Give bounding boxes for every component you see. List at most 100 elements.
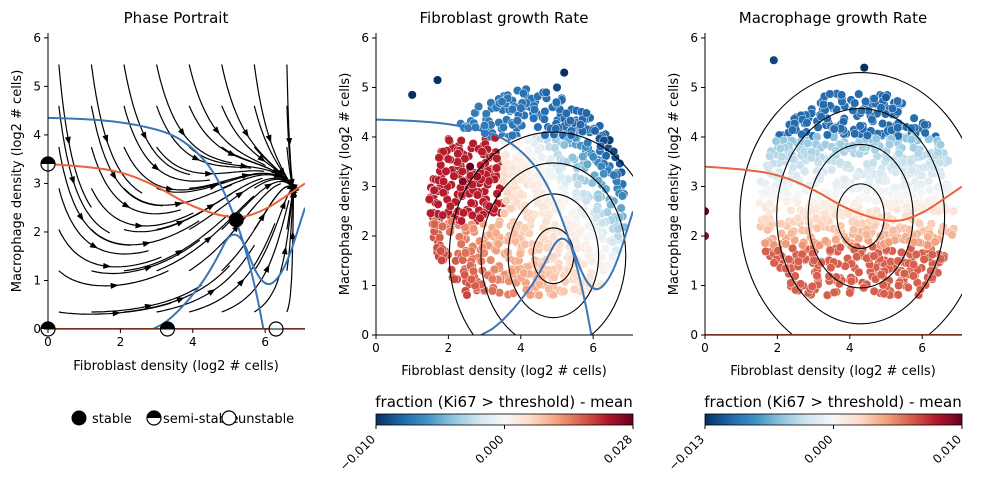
scatter-point [502,188,512,198]
semi-stable-half [160,322,175,329]
scatter-point [826,263,836,273]
scatter-point [520,239,530,249]
scatter-point [467,210,477,220]
scatter-point [912,198,922,208]
scatter-point [542,243,552,253]
scatter-point [477,147,487,157]
fibroblast-growth-ylabel: Macrophage density (log2 # cells) [338,73,353,296]
scatter-point [492,153,502,163]
scatter-point [933,147,943,157]
scatter-point [438,188,448,198]
streamline-arrow [279,200,286,210]
y-tick-label: 4 [361,130,369,144]
scatter-point [820,236,831,246]
scatter-point [569,284,580,294]
scatter-point [438,210,448,220]
scatter-point [543,196,553,206]
scatter-point [914,218,924,228]
colorbar-tick-label: −0.013 [666,432,707,473]
scatter-point [911,249,921,260]
x-tick-label: 4 [189,335,197,349]
streamline-arrow [144,265,153,272]
scatter-point [487,274,497,284]
scatter-point [498,122,508,132]
scatter-point [765,151,775,161]
scatter-point [879,289,889,299]
scatter-point [924,185,935,195]
macrophage-growth-ylabel: Macrophage density (log2 # cells) [667,73,682,296]
y-tick-label: 6 [33,31,41,45]
scatter-point [947,230,957,240]
scatter-point [850,98,860,108]
fibroblast-nullcline [480,210,633,335]
scatter-point [466,274,477,284]
scatter-point [894,148,904,158]
scatter-point [592,205,602,215]
scatter-point [534,290,544,300]
scatter-point [909,143,919,153]
streamline [253,188,295,313]
density-contour [776,107,946,325]
scatter-point [468,266,479,276]
streamline-arrow [235,191,244,199]
scatter-point [782,188,793,198]
scatter-point [541,87,551,97]
scatter-point [556,172,566,182]
scatter-point [476,160,486,170]
scatter-point [769,258,779,268]
legend-unstable-label: unstable [238,412,294,427]
scatter-point [822,130,832,140]
scatter-point [617,191,628,201]
streamline-arrow [191,154,201,161]
streamline-arrow [209,184,218,191]
scatter-point [861,96,871,107]
streamline [123,265,231,313]
x-tick-label: 2 [445,341,453,355]
scatter-point [908,271,918,281]
scatter-point [813,122,823,132]
x-tick-label: 0 [44,335,52,349]
streamline [90,188,194,227]
scatter-point [803,226,813,236]
y-tick-label: 3 [33,176,41,190]
streamline-arrow [135,222,144,229]
scatter-point [540,106,550,117]
y-tick-label: 3 [690,179,698,193]
scatter-point [831,179,841,189]
scatter-point [923,197,933,207]
scatter-point [881,199,891,209]
scatter-point [862,130,872,140]
scatter-point [613,224,623,234]
y-tick-label: 2 [33,225,41,239]
scatter-point [916,188,926,198]
scatter-point [531,171,541,181]
scatter-point [434,153,444,163]
streamline-arrow [103,262,112,269]
scatter-point [538,202,548,212]
y-tick-label: 2 [361,229,369,243]
streamline [58,146,131,246]
scatter-point [831,235,841,245]
scatter-point [603,260,614,270]
scatter-point [802,118,812,128]
streamlines [58,64,300,317]
streamline-arrow [64,136,71,145]
scatter-point [544,284,554,294]
streamline-arrow [286,137,293,147]
scatter-point [591,213,602,223]
scatter-point [523,145,534,155]
scatter-point [529,113,539,123]
scatter-point [776,219,786,229]
scatter-point [854,89,864,99]
scatter-point [444,135,454,145]
scatter-point [818,199,829,209]
scatter-point [845,288,855,298]
scatter-point [916,179,926,190]
unstable-marker-icon [221,410,237,426]
scatter-point [497,97,507,107]
scatter-point [571,235,581,245]
scatter-points [407,68,630,300]
legend-semi-stable-label: semi-stable [163,412,238,427]
scatter-point [487,286,498,296]
scatter-point [888,226,898,236]
